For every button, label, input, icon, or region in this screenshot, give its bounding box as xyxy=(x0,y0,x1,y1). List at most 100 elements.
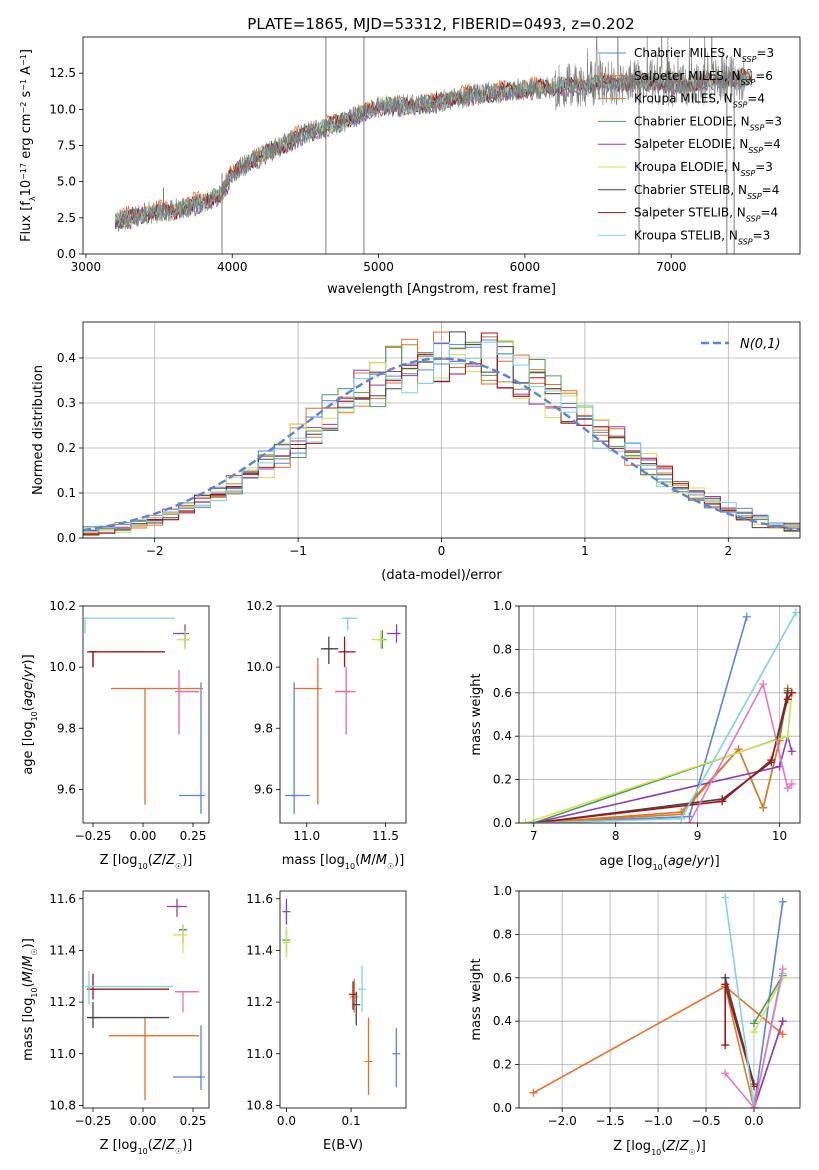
errorbar-point xyxy=(83,617,175,634)
x-tick-label: 6000 xyxy=(510,260,541,274)
figure-title: PLATE=1865, MJD=53312, FIBERID=0493, z=0… xyxy=(247,15,634,33)
x-tick-label: 4000 xyxy=(217,260,248,274)
weight-marker xyxy=(721,1069,730,1078)
y-tick-label: 9.8 xyxy=(254,721,273,735)
errorbar-point xyxy=(364,1017,373,1096)
pink-errorbar xyxy=(178,670,199,735)
x-tick-label: −0.25 xyxy=(75,1114,112,1128)
y-tick-label: 0.1 xyxy=(57,486,76,500)
y-tick-label: 2.5 xyxy=(57,211,76,225)
weight-marker xyxy=(742,612,751,621)
normal-curve xyxy=(83,357,800,532)
errorbar-point xyxy=(173,924,187,953)
weight-marker xyxy=(677,814,686,823)
age-vs-mass-axes: 11.0 11.5 9.6 9.8 10.0 10.2 xyxy=(246,599,399,843)
errorbar-point xyxy=(282,898,291,925)
y-tick-label: 9.6 xyxy=(254,782,273,796)
legend-entry: Salpeter MILES, NSSP=6 xyxy=(634,69,773,87)
errorbar-point xyxy=(87,1002,169,1028)
weight-marker xyxy=(749,1104,758,1108)
hist-step-5 xyxy=(83,336,800,533)
y-tick-label: 11.0 xyxy=(49,1047,76,1061)
pink-errorbar xyxy=(338,667,355,735)
mass-vs-z-points xyxy=(85,898,205,1101)
massweight-vs-z-axes: −2.0 −1.5 −1.0 −0.5 0.0 0.0 0.2 0.4 0.6 0.8 1.0 xyxy=(493,884,800,1128)
y-tick-label: 11.4 xyxy=(246,943,273,957)
legend-entry: Salpeter ELODIE, NSSP=4 xyxy=(634,137,781,155)
weight-line xyxy=(533,616,748,823)
weight-marker xyxy=(767,756,776,765)
mass-vs-z-ylabel: mass [log10(M/M☉)] xyxy=(21,938,39,1061)
y-tick-label: 0.2 xyxy=(493,1058,512,1072)
x-tick-label: 0 xyxy=(438,544,446,558)
weight-line xyxy=(533,692,789,823)
hist-steps xyxy=(83,331,800,536)
errorbar-point xyxy=(350,978,359,1013)
errorbar-point xyxy=(109,1017,199,1101)
weight-marker xyxy=(685,819,694,823)
massweight-vs-age-frame xyxy=(518,605,801,824)
mass-vs-ebv-points xyxy=(282,898,401,1096)
hist-ylabel: Normed distribution xyxy=(31,365,46,495)
age-vs-mass-points xyxy=(284,617,401,814)
errorbar-point xyxy=(173,1025,205,1090)
weight-line xyxy=(688,681,793,823)
massweight-vs-z-ylabel: mass weight xyxy=(469,958,484,1040)
errorbar-point xyxy=(111,687,203,805)
x-tick-label: 0.0 xyxy=(277,1114,296,1128)
age-vs-mass-frame xyxy=(279,605,407,824)
weight-marker xyxy=(787,747,796,756)
legend-entry: Kroupa ELODIE, NSSP=3 xyxy=(634,160,773,178)
residual-hist-axes: −2 −1 0 1 2 0.0 0.1 0.2 0.3 0.4 xyxy=(57,322,800,558)
y-tick-label: 0.8 xyxy=(493,927,512,941)
weight-marker xyxy=(778,897,787,906)
x-tick-label: 0.25 xyxy=(180,829,207,843)
legend-entry: Kroupa STELIB, NSSP=3 xyxy=(634,228,770,246)
legend-entry: Chabrier MILES, NSSP=3 xyxy=(634,46,774,64)
y-tick-label: 0.6 xyxy=(493,971,512,985)
weight-marker xyxy=(749,1019,758,1028)
age-vs-z-frame xyxy=(82,605,210,824)
legend-entry: Chabrier ELODIE, NSSP=3 xyxy=(634,114,782,131)
hist-step-7 xyxy=(83,332,800,535)
spectrum-frame xyxy=(82,36,801,255)
errorbar-point xyxy=(387,624,401,643)
x-tick-label: 2 xyxy=(724,544,732,558)
mass-vs-ebv-frame xyxy=(279,890,407,1109)
errorbar-point xyxy=(341,617,358,631)
errorbar-point xyxy=(85,971,173,1005)
weight-line xyxy=(533,692,793,823)
x-tick-label: 7 xyxy=(530,829,538,843)
pink-errorbar xyxy=(175,991,199,1013)
y-tick-label: 5.0 xyxy=(57,175,76,189)
y-tick-label: 1.0 xyxy=(493,599,512,613)
mass-vs-z-frame xyxy=(82,890,210,1109)
x-tick-label: 8 xyxy=(612,829,620,843)
weight-marker xyxy=(791,608,800,617)
errorbar-point xyxy=(87,651,165,668)
hist-step-4 xyxy=(83,336,800,531)
y-tick-label: 0.6 xyxy=(493,686,512,700)
age-vs-z-xlabel: Z [log10(Z/Z☉)] xyxy=(100,853,193,871)
x-tick-label: 11.5 xyxy=(372,829,399,843)
y-tick-label: 0.4 xyxy=(493,729,512,743)
ebv-xlabel: E(B-V) xyxy=(323,1138,363,1153)
y-tick-label: 11.2 xyxy=(246,995,273,1009)
y-tick-label: 10.0 xyxy=(49,660,76,674)
x-tick-label: 7000 xyxy=(656,260,687,274)
x-tick-label: −2 xyxy=(146,544,164,558)
errorbar-point xyxy=(320,636,339,665)
errorbar-point xyxy=(167,898,187,917)
weight-marker xyxy=(721,893,730,902)
massweight-vs-z-frame xyxy=(518,890,801,1109)
weight-line xyxy=(753,977,784,1033)
y-tick-label: 1.0 xyxy=(493,884,512,898)
weight-marker xyxy=(721,1041,730,1050)
x-tick-label: −0.25 xyxy=(75,829,112,843)
x-tick-label: 0.00 xyxy=(130,1114,157,1128)
weight-marker xyxy=(778,965,787,974)
massweight-vs-age-xlabel: age [log10(age/yr)] xyxy=(599,854,719,872)
legend-entry: Salpeter STELIB, NSSP=4 xyxy=(634,206,778,224)
weight-line xyxy=(533,733,793,823)
errorbar-point xyxy=(179,682,205,814)
